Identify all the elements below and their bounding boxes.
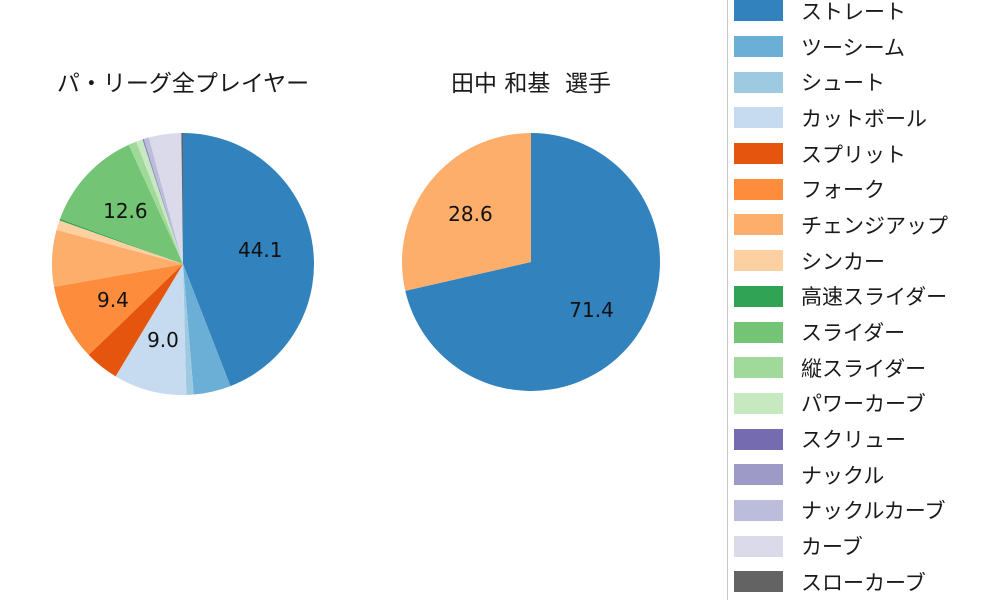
pie-0-slice-15 [148,133,183,264]
legend-swatch-icon [734,499,783,521]
pie-0-value-label: 9.4 [97,287,129,312]
pie-0-slice-1 [183,264,231,395]
pie-0-value-label: 12.6 [103,198,148,223]
pie-0-slice-4 [88,264,183,377]
legend-label: 高速スライダー [801,285,948,310]
legend-item-8: 高速スライダー [728,279,1000,315]
pie-0-slice-5 [54,264,183,355]
legend-item-10: 縦スライダー [728,350,1000,386]
legend-label: パワーカーブ [801,392,926,417]
legend-item-12: スクリュー [728,421,1000,457]
pie-0-slice-16 [181,133,183,264]
legend-label: 縦スライダー [801,356,927,381]
legend-label: カーブ [801,535,863,560]
legend-label: スライダー [801,321,906,346]
pie-0-slice-6 [52,229,183,287]
legend-swatch-icon [734,285,783,307]
legend-item-1: ツーシーム [728,29,1000,65]
chart-title-player: 田中 和基 選手 [451,71,611,97]
pitch-type-legend: ストレートツーシームシュートカットボール スプリットフォークチェンジアップ シンカー… [727,0,1000,600]
chart-title-league: パ・リーグ全プレイヤー [56,71,310,97]
pie-0-slice-0 [183,133,314,387]
legend-swatch-icon [734,392,783,414]
legend-label: ナックル [801,463,885,488]
pie-0-slice-3 [115,264,187,396]
legend-label: シンカー [801,249,885,274]
legend-label: ストレート [801,0,906,24]
legend-label: フォーク [801,178,885,203]
legend-item-16: スローカーブ [728,564,1000,600]
pie-0-slice-12 [142,139,183,264]
legend-items: ストレートツーシームシュートカットボール スプリットフォークチェンジアップ シンカー… [728,0,1000,600]
legend-item-11: パワーカーブ [728,386,1000,422]
legend-item-0: ストレート [728,0,1000,29]
legend-item-6: チェンジアップ [728,207,1000,243]
pie-1-slice-1 [402,133,531,291]
legend-label: スクリュー [801,428,906,453]
pie-1-value-label: 28.6 [448,201,493,226]
pie-0-slice-10 [128,141,183,264]
legend-item-2: シュート [728,64,1000,100]
legend-item-4: スプリット [728,136,1000,172]
pie-0-value-label: 44.1 [237,237,283,262]
legend-label: ツーシーム [801,35,905,60]
legend-swatch-icon [734,143,783,165]
legend-swatch-icon [734,250,783,272]
legend-item-13: ナックル [728,457,1000,493]
legend-swatch-icon [734,36,783,58]
legend-swatch-icon [734,107,783,129]
legend-label: チェンジアップ [801,213,948,238]
legend-swatch-icon [734,535,783,557]
pie-0-slice-8 [59,218,183,264]
legend-swatch-icon [734,464,783,486]
pie-1-slice-0 [405,133,661,391]
legend-swatch-icon [734,0,783,22]
legend-swatch-icon [734,571,783,593]
legend-swatch-icon [734,71,783,93]
legend-label: カットボール [801,106,927,131]
legend-label: ナックルカーブ [801,499,946,524]
legend-item-7: シンカー [728,243,1000,279]
legend-item-5: フォーク [728,171,1000,207]
pie-0-slice-2 [183,264,194,395]
legend-item-14: ナックルカーブ [728,493,1000,529]
legend-label: スローカーブ [801,570,926,595]
pie-0-slice-9 [60,144,183,264]
legend-item-15: カーブ [728,528,1000,564]
pie-0-slice-13 [143,138,183,264]
legend-swatch-icon [734,428,783,450]
legend-label: スプリット [801,142,906,167]
legend-swatch-icon [734,321,783,343]
pie-1-value-label: 71.4 [569,298,614,323]
legend-item-9: スライダー [728,314,1000,350]
legend-label: シュート [801,71,885,96]
legend-item-3: カットボール [728,100,1000,136]
legend-swatch-icon [734,214,783,236]
pie-0-slice-14 [144,137,183,264]
legend-swatch-icon [734,178,783,200]
pie-0-slice-7 [56,220,183,264]
legend-swatch-icon [734,357,783,379]
pie-0-value-label: 9.0 [147,328,179,352]
pie-0-slice-11 [136,139,183,264]
